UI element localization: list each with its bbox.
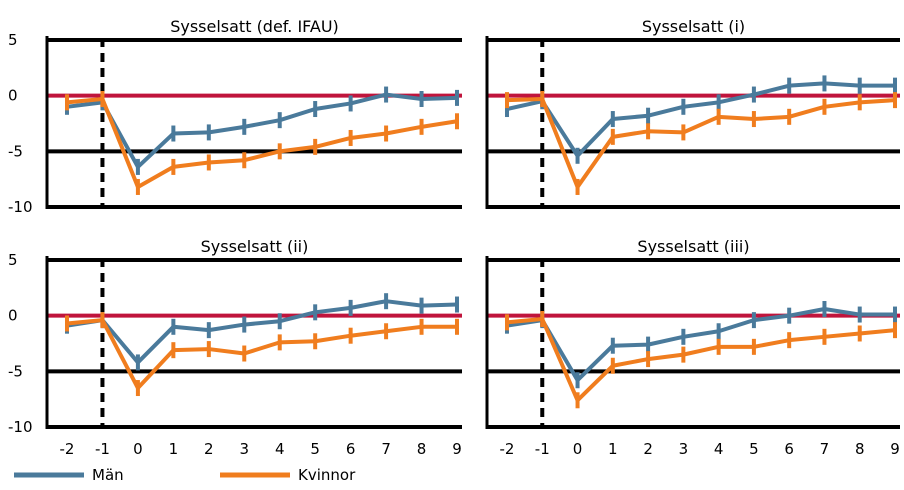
x-tick-label: 7	[381, 440, 391, 458]
x-tick-label: 0	[573, 440, 583, 458]
y-tick-label: -10	[8, 418, 33, 436]
panel-3: Sysselsatt (ii)50-5-10-2 -1 0 1 2 3 4 5 6 7 8 9	[8, 237, 462, 458]
panel-title: Sysselsatt (i)	[642, 17, 745, 36]
x-tick-label: 0	[133, 440, 143, 458]
x-tick-label: 2	[204, 440, 214, 458]
y-tick-label: -10	[8, 198, 33, 216]
y-tick-label: -5	[8, 142, 23, 160]
legend: Män Kvinnor	[14, 466, 356, 484]
x-tick-label: 6	[346, 440, 356, 458]
x-tick-label: 9	[890, 440, 900, 458]
x-tick-label: 6	[784, 440, 794, 458]
x-tick-label: 4	[275, 440, 285, 458]
panel-1: Sysselsatt (def. IFAU) 5 0 -5 -10	[8, 17, 462, 216]
series-line-kvinnor	[506, 97, 896, 189]
series-line-man	[66, 92, 458, 169]
x-tick-label: -2	[60, 440, 75, 458]
series-line-kvinnor	[66, 318, 457, 391]
series-line-kvinnor	[66, 97, 458, 189]
x-tick-label: 8	[855, 440, 865, 458]
y-tick-label: 0	[8, 87, 18, 105]
x-tick-label: 4	[714, 440, 724, 458]
x-tick-label: 3	[679, 440, 689, 458]
series-line-man	[506, 81, 895, 158]
x-tick-label: 7	[820, 440, 830, 458]
legend-label: Kvinnor	[298, 466, 356, 484]
legend-item: Kvinnor	[220, 466, 356, 484]
legend-label: Män	[92, 466, 124, 484]
panel-title: Sysselsatt (iii)	[637, 237, 749, 256]
panel-2: Sysselsatt (i)	[485, 17, 900, 209]
x-tick-label: 5	[310, 440, 320, 458]
panel-title: Sysselsatt (def. IFAU)	[170, 17, 339, 36]
y-tick-label: 0	[8, 307, 18, 325]
panel-4: Sysselsatt (iii) -2 -1 0 1 2 3 4 5 6 7 8 9	[485, 237, 900, 458]
x-tick-label: 2	[643, 440, 653, 458]
series-line-man	[66, 299, 458, 365]
x-tick-label: -1	[535, 440, 550, 458]
x-tick-label: -1	[95, 440, 110, 458]
x-tick-label: 9	[452, 440, 462, 458]
x-tick-label: 3	[239, 440, 249, 458]
series-line-man	[506, 306, 895, 383]
legend-item: Män	[14, 466, 124, 484]
y-tick-label: -5	[8, 362, 23, 380]
x-tick-label: 1	[169, 440, 179, 458]
y-tick-label: 5	[8, 251, 18, 269]
y-tick-label: 5	[8, 31, 18, 49]
x-tick-label: 5	[749, 440, 759, 458]
x-tick-label: 8	[417, 440, 427, 458]
x-tick-label: -2	[500, 440, 515, 458]
series-line-kvinnor	[506, 317, 896, 403]
panel-title: Sysselsatt (ii)	[201, 237, 309, 256]
x-tick-label: 1	[608, 440, 618, 458]
panels: Sysselsatt (def. IFAU)50-5-10Sysselsatt …	[8, 17, 900, 458]
